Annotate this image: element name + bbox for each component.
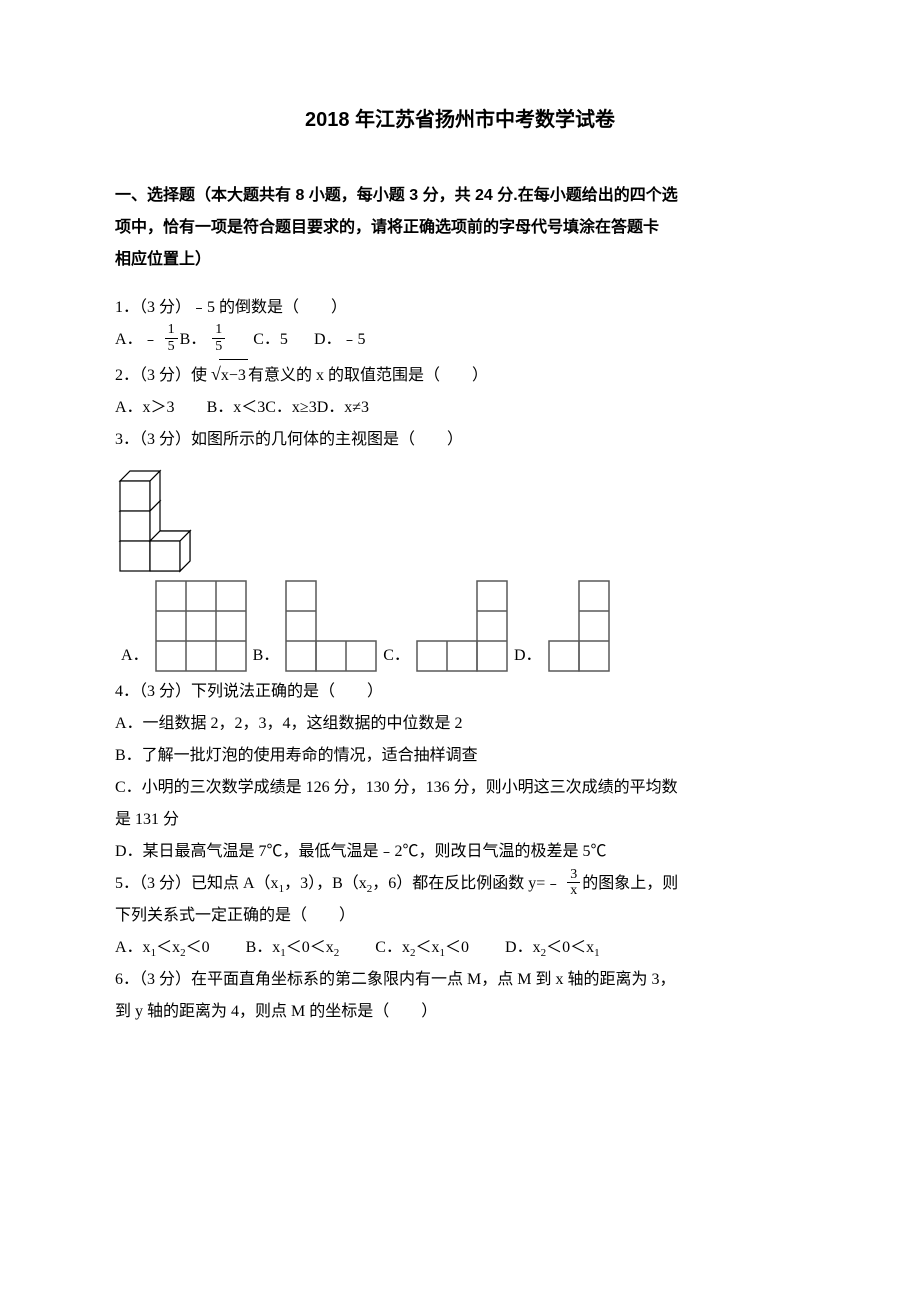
q6-l1: 6．（3 分）在平面直角坐标系的第二象限内有一点 M，点 M 到 x 轴的距离为… xyxy=(115,964,805,996)
q5-B-l: B．x xyxy=(246,939,281,956)
q5-mid2: ，6）都在反比例函数 y=﹣ xyxy=(372,875,561,892)
q4-B: B．了解一批灯泡的使用寿命的情况，适合抽样调查 xyxy=(115,740,805,772)
q3-C-label: C． xyxy=(383,640,410,672)
q5-A-m: ＜x xyxy=(156,939,180,956)
q1-B-num: 1 xyxy=(212,322,225,338)
intro-line-3: 相应位置上） xyxy=(115,251,211,268)
q1-C: C．5 xyxy=(253,331,288,348)
q5-C-l: C．x xyxy=(375,939,410,956)
q3-stem: 3．（3 分）如图所示的几何体的主视图是（ ） xyxy=(115,424,805,456)
q2-D: D．x≠3 xyxy=(317,399,369,416)
q2-options: A．x＞3 B．x＜3C．x≥3D．x≠3 xyxy=(115,392,805,424)
q2-rad: x−3 xyxy=(219,359,248,392)
q5-D: D．x2＜0＜x1 xyxy=(505,939,600,956)
q3-B-label: B． xyxy=(253,640,280,672)
q1-B-den: 5 xyxy=(212,339,225,354)
q4-C-2: 是 131 分 xyxy=(115,804,805,836)
q5-num: 3 xyxy=(567,867,580,883)
q2-post: 有意义的 x 的取值范围是（ ） xyxy=(248,367,488,384)
q5-B: B．x1＜0＜x2 xyxy=(246,939,344,956)
q5-B-2: 2 xyxy=(334,948,340,960)
q1-A-den: 5 xyxy=(165,339,178,354)
q1-D: D．﹣5 xyxy=(314,331,366,348)
q6-l2: 到 y 轴的距离为 4，则点 M 的坐标是（ ） xyxy=(115,996,805,1028)
q2-C: C．x≥3 xyxy=(265,399,316,416)
q2-stem: 2．（3 分）使 x−3有意义的 x 的取值范围是（ ） xyxy=(115,356,805,392)
q5-frac: 3 x xyxy=(567,867,580,899)
q3-solid-figure xyxy=(115,456,805,576)
q3-opt-B xyxy=(285,580,377,672)
q2-B: B．x＜3 xyxy=(207,399,266,416)
q3-opt-D xyxy=(548,580,610,672)
q5-post1: 的图象上，则 xyxy=(582,875,678,892)
q3-options: A． B． C． D． xyxy=(115,580,805,672)
q1-B-pre: B． xyxy=(180,331,207,348)
q3-opt-A xyxy=(155,580,247,672)
intro-line-1: 一、选择题（本大题共有 8 小题，每小题 3 分，共 24 分.在每小题给出的四… xyxy=(115,187,678,204)
q4-A: A．一组数据 2，2，3，4，这组数据的中位数是 2 xyxy=(115,708,805,740)
q5-D-2: 1 xyxy=(594,948,600,960)
q3-D-label: D． xyxy=(514,640,542,672)
q5-den: x xyxy=(567,883,580,898)
q5-stem: 5．（3 分）已知点 A（x1，3），B（x2，6）都在反比例函数 y=﹣ 3 … xyxy=(115,868,805,900)
q2-sqrt: x−3 xyxy=(207,356,248,392)
q1-A-frac: 1 5 xyxy=(165,322,178,354)
q1-B-frac: 1 5 xyxy=(212,322,225,354)
q1-options: A．﹣ 1 5 B． 1 5 C．5 D．﹣5 xyxy=(115,324,805,356)
q3-opt-C xyxy=(416,580,508,672)
q5-A-r: ＜0 xyxy=(186,939,210,956)
section-intro: 一、选择题（本大题共有 8 小题，每小题 3 分，共 24 分.在每小题给出的四… xyxy=(115,180,805,276)
q5-A: A．x1＜x2＜0 xyxy=(115,939,214,956)
page-title: 2018 年江苏省扬州市中考数学试卷 xyxy=(115,100,805,140)
q2-pre: 2．（3 分）使 xyxy=(115,367,207,384)
q4-stem: 4．（3 分）下列说法正确的是（ ） xyxy=(115,676,805,708)
q5-B-m: ＜0＜x xyxy=(286,939,334,956)
q5-A-l: A．x xyxy=(115,939,151,956)
q5-C-m: ＜x xyxy=(415,939,439,956)
q4-D: D．某日最高气温是 7℃，最低气温是﹣2℃，则改日气温的极差是 5℃ xyxy=(115,836,805,868)
q5-options: A．x1＜x2＜0 B．x1＜0＜x2 C．x2＜x1＜0 D．x2＜0＜x1 xyxy=(115,932,805,964)
q5-mid1: ，3），B（x xyxy=(284,875,367,892)
q5-line2: 下列关系式一定正确的是（ ） xyxy=(115,900,805,932)
q5-D-m: ＜0＜x xyxy=(546,939,594,956)
q1-stem: 1．（3 分）﹣5 的倒数是（ ） xyxy=(115,292,805,324)
q5-pre: 5．（3 分）已知点 A（x xyxy=(115,875,279,892)
q5-C: C．x2＜x1＜0 xyxy=(375,939,473,956)
q4-C-1: C．小明的三次数学成绩是 126 分，130 分，136 分，则小明这三次成绩的… xyxy=(115,772,805,804)
q2-A: A．x＞3 xyxy=(115,399,175,416)
q5-D-l: D．x xyxy=(505,939,541,956)
q1-A-pre: A．﹣ xyxy=(115,331,159,348)
q1-A-num: 1 xyxy=(165,322,178,338)
q5-C-r: ＜0 xyxy=(445,939,469,956)
q3-A-label: A． xyxy=(121,640,149,672)
intro-line-2: 项中，恰有一项是符合题目要求的，请将正确选项前的字母代号填涂在答题卡 xyxy=(115,219,659,236)
